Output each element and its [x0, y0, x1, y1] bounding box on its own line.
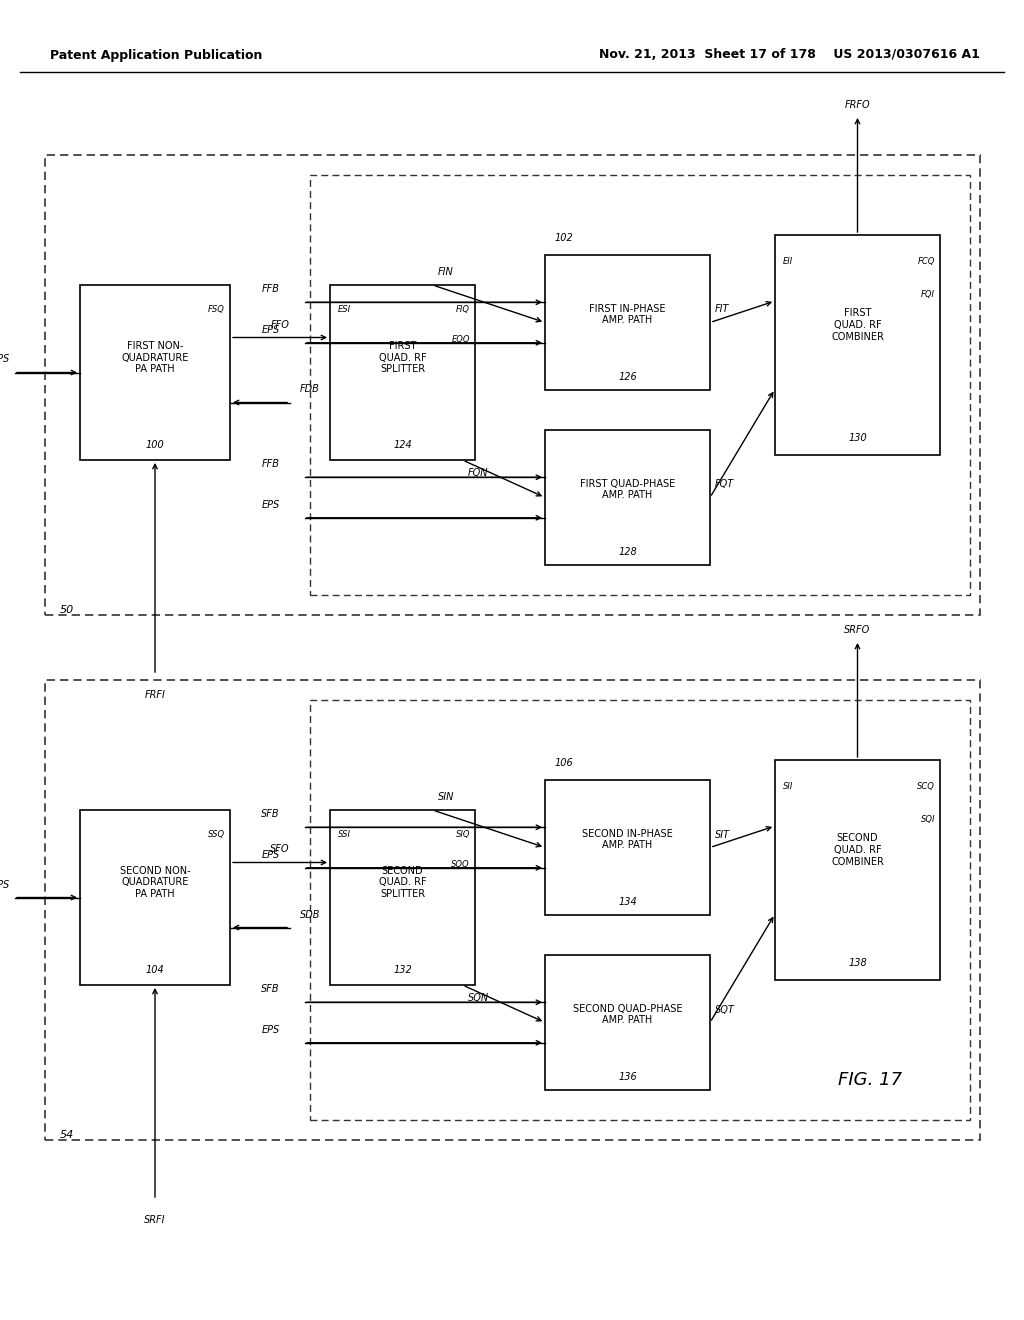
Text: SQQ: SQQ — [452, 861, 470, 869]
Bar — [545, 780, 710, 915]
Text: FIRST QUAD-PHASE
AMP. PATH: FIRST QUAD-PHASE AMP. PATH — [580, 479, 675, 500]
Bar — [545, 430, 710, 565]
Text: FRFI: FRFI — [144, 690, 166, 700]
Text: EPS: EPS — [0, 879, 10, 890]
Text: SECOND QUAD-PHASE
AMP. PATH: SECOND QUAD-PHASE AMP. PATH — [572, 1003, 682, 1026]
Text: SQI: SQI — [921, 814, 935, 824]
Text: 124: 124 — [393, 440, 412, 450]
Text: SFB: SFB — [261, 809, 280, 820]
Text: FIT: FIT — [715, 305, 729, 314]
Text: SRFO: SRFO — [845, 624, 870, 635]
Text: SECOND
QUAD. RF
SPLITTER: SECOND QUAD. RF SPLITTER — [379, 866, 426, 899]
Text: SIT: SIT — [715, 829, 730, 840]
Text: FIRST NON-
QUADRATURE
PA PATH: FIRST NON- QUADRATURE PA PATH — [121, 341, 188, 374]
Bar — [775, 235, 940, 455]
Text: SII: SII — [783, 781, 794, 791]
Text: FIN: FIN — [437, 267, 454, 277]
Text: SCQ: SCQ — [918, 781, 935, 791]
Text: FIG. 17: FIG. 17 — [838, 1071, 902, 1089]
Text: ESI: ESI — [338, 305, 351, 314]
Text: FDB: FDB — [300, 384, 319, 395]
Text: SSQ: SSQ — [208, 830, 225, 840]
Text: FFO: FFO — [270, 319, 290, 330]
Text: SFO: SFO — [270, 845, 290, 854]
Bar — [310, 700, 970, 1119]
Text: FQI: FQI — [921, 290, 935, 300]
Text: FFB: FFB — [262, 284, 280, 294]
Bar — [330, 810, 475, 985]
Text: SECOND IN-PHASE
AMP. PATH: SECOND IN-PHASE AMP. PATH — [582, 829, 673, 850]
Bar — [775, 760, 940, 979]
Text: EQQ: EQQ — [452, 335, 470, 345]
Text: FIQ: FIQ — [456, 305, 470, 314]
Text: SFB: SFB — [261, 985, 280, 994]
Text: EPS: EPS — [262, 1024, 280, 1035]
Text: FFB: FFB — [262, 459, 280, 469]
Text: FIRST
QUAD. RF
SPLITTER: FIRST QUAD. RF SPLITTER — [379, 341, 426, 374]
Text: FIRST
QUAD. RF
COMBINER: FIRST QUAD. RF COMBINER — [831, 309, 884, 342]
Text: Patent Application Publication: Patent Application Publication — [50, 49, 262, 62]
Text: SECOND NON-
QUADRATURE
PA PATH: SECOND NON- QUADRATURE PA PATH — [120, 866, 190, 899]
Text: EPS: EPS — [262, 850, 280, 859]
Text: 130: 130 — [848, 433, 867, 444]
Text: SIQ: SIQ — [456, 830, 470, 840]
Text: SQT: SQT — [715, 1005, 735, 1015]
Text: SRFI: SRFI — [144, 1214, 166, 1225]
Text: FQN: FQN — [468, 469, 488, 478]
Bar — [80, 810, 230, 985]
Text: SECOND
QUAD. RF
COMBINER: SECOND QUAD. RF COMBINER — [831, 833, 884, 867]
Bar — [310, 176, 970, 595]
Text: SQN: SQN — [468, 993, 488, 1003]
Text: 50: 50 — [60, 605, 75, 615]
Text: 132: 132 — [393, 965, 412, 975]
Bar — [80, 285, 230, 459]
Text: 104: 104 — [145, 965, 165, 975]
Text: Nov. 21, 2013  Sheet 17 of 178    US 2013/0307616 A1: Nov. 21, 2013 Sheet 17 of 178 US 2013/03… — [599, 49, 980, 62]
Text: FQT: FQT — [715, 479, 734, 490]
Text: 138: 138 — [848, 958, 867, 968]
Text: SDB: SDB — [300, 909, 321, 920]
Bar — [330, 285, 475, 459]
Text: FSQ: FSQ — [208, 305, 225, 314]
Text: 128: 128 — [618, 546, 637, 557]
Text: EPS: EPS — [0, 355, 10, 364]
Bar — [545, 255, 710, 389]
Text: FIRST IN-PHASE
AMP. PATH: FIRST IN-PHASE AMP. PATH — [589, 304, 666, 325]
Text: FCQ: FCQ — [918, 257, 935, 267]
Text: 136: 136 — [618, 1072, 637, 1082]
Text: 100: 100 — [145, 440, 165, 450]
Text: EPS: EPS — [262, 500, 280, 510]
Text: SSI: SSI — [338, 830, 351, 840]
Text: 106: 106 — [555, 758, 573, 768]
Text: 134: 134 — [618, 898, 637, 907]
Text: EPS: EPS — [262, 325, 280, 335]
Bar — [545, 954, 710, 1090]
Text: 54: 54 — [60, 1130, 75, 1140]
Text: 126: 126 — [618, 372, 637, 381]
Bar — [45, 680, 980, 1140]
Text: SIN: SIN — [437, 792, 454, 803]
Text: FRFO: FRFO — [845, 100, 870, 110]
Text: EII: EII — [783, 257, 794, 267]
Bar — [45, 154, 980, 615]
Text: 102: 102 — [555, 234, 573, 243]
